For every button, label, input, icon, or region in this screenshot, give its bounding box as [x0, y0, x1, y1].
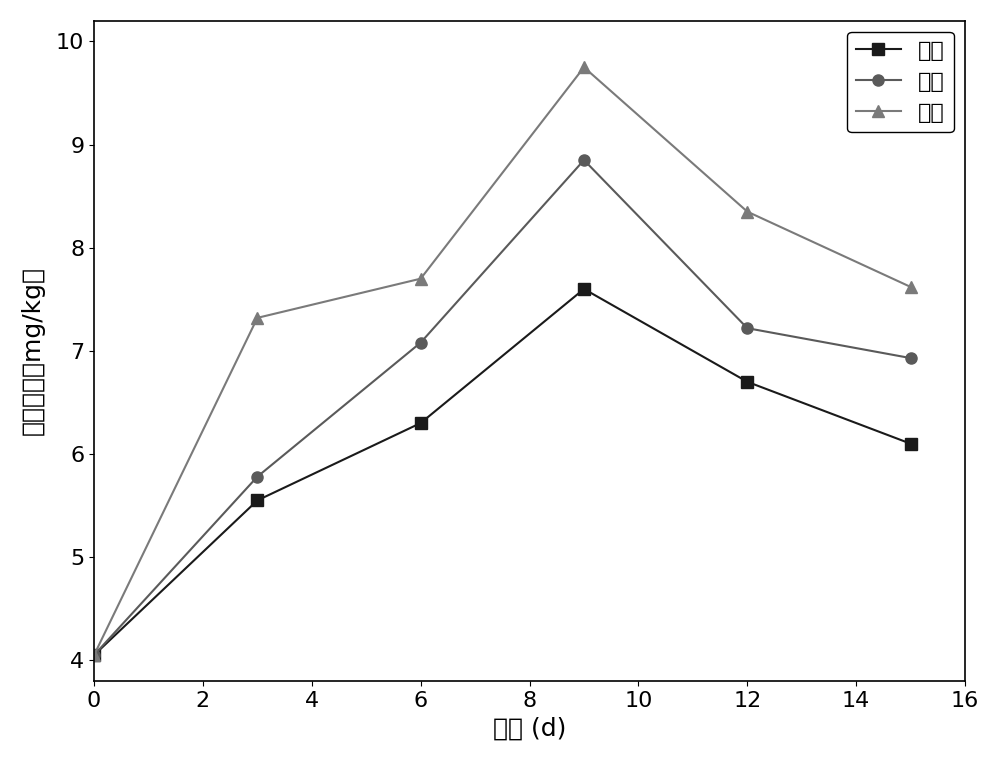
普通 [415, 338, 427, 347]
Line: 开口: 开口 [88, 62, 916, 661]
纳米 [88, 651, 100, 660]
普通 [905, 354, 917, 363]
Y-axis label: 甲醉含量（mg/kg）: 甲醉含量（mg/kg） [21, 266, 45, 435]
纳米 [578, 285, 590, 294]
纳米 [905, 439, 917, 448]
开口 [415, 274, 427, 283]
Legend: 纳米, 普通, 开口: 纳米, 普通, 开口 [847, 32, 954, 132]
X-axis label: 时间 (d): 时间 (d) [493, 716, 566, 740]
普通 [251, 472, 263, 481]
纳米 [741, 377, 753, 387]
纳米 [415, 419, 427, 428]
Line: 纳米: 纳米 [88, 283, 916, 661]
普通 [578, 155, 590, 164]
普通 [741, 323, 753, 333]
纳米 [251, 496, 263, 505]
Line: 普通: 普通 [88, 154, 916, 661]
普通 [88, 651, 100, 660]
开口 [88, 651, 100, 660]
开口 [251, 314, 263, 323]
开口 [905, 282, 917, 291]
开口 [578, 62, 590, 72]
开口 [741, 207, 753, 216]
